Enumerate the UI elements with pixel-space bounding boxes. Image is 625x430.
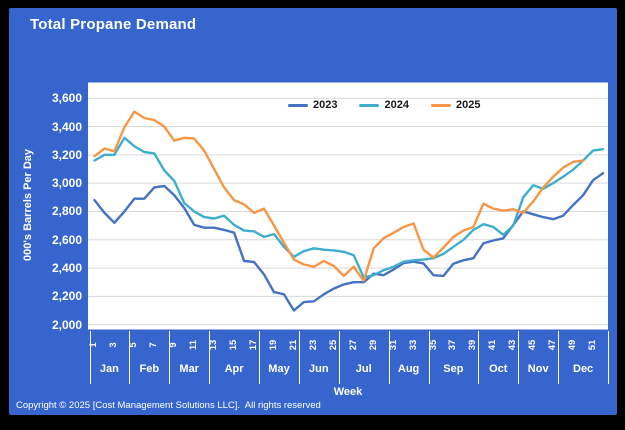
week-tick-label: 49 [567, 339, 579, 351]
month-divider [558, 331, 560, 384]
month-label: Jul [355, 363, 372, 375]
month-label: Jun [309, 363, 329, 375]
legend: 2023 2024 2025 [288, 99, 480, 111]
chart-title: Total Propane Demand [30, 16, 197, 33]
y-tick-label: 3,200 [51, 147, 82, 162]
month-divider [259, 331, 260, 384]
month-label: Nov [527, 363, 549, 375]
month-label: Sep [443, 363, 464, 375]
y-tick-label: 2,800 [51, 204, 82, 219]
legend-label: 2024 [384, 99, 409, 111]
week-tick-label: 23 [307, 339, 319, 351]
week-tick-label: 15 [228, 339, 240, 351]
y-tick-label: 3,600 [51, 91, 82, 106]
month-label: Dec [573, 363, 594, 375]
copyright-text: Copyright © 2025 [Cost Management Soluti… [16, 400, 321, 411]
legend-label: 2023 [313, 99, 338, 111]
month-divider [478, 331, 480, 384]
week-tick-label: 29 [367, 339, 379, 351]
legend-label: 2025 [455, 99, 481, 111]
month-label: Oct [489, 363, 508, 375]
month-divider [608, 331, 609, 384]
week-tick-label: 45 [527, 339, 539, 351]
y-tick-label: 2,600 [51, 232, 82, 247]
month-divider [129, 331, 131, 384]
month-label: Apr [224, 363, 244, 375]
y-tick-label: 3,400 [51, 119, 82, 134]
month-divider [518, 331, 520, 384]
week-tick-label: 11 [188, 339, 200, 351]
y-tick-label: 3,000 [51, 176, 82, 191]
month-divider [388, 331, 390, 384]
legend-item-2023: 2023 [288, 99, 337, 111]
week-tick-label: 19 [267, 339, 279, 351]
month-divider [338, 331, 340, 384]
week-tick-label: 51 [587, 339, 599, 351]
y-axis-title: 000's Barrels Per Day [22, 148, 34, 262]
month-divider [209, 331, 211, 384]
y-tick-label: 2,000 [51, 317, 82, 332]
week-tick-label: 27 [347, 339, 359, 351]
week-tick-label: 41 [487, 339, 499, 351]
month-label: Mar [179, 363, 199, 375]
series-line-2023 [93, 171, 605, 312]
legend-swatch-2023 [288, 103, 308, 107]
week-tick-label: 33 [407, 339, 419, 351]
month-label: May [268, 363, 290, 375]
legend-item-2025: 2025 [430, 99, 481, 111]
y-tick-label: 2,400 [51, 261, 82, 276]
month-label: Aug [397, 363, 420, 375]
month-label: Feb [139, 363, 160, 375]
series-line-2025 [93, 110, 585, 282]
x-axis-title: Week [333, 386, 363, 398]
week-tick-label: 3 [108, 342, 120, 348]
week-tick-label: 37 [447, 339, 459, 351]
week-tick-label: 7 [148, 342, 160, 348]
month-divider [89, 331, 91, 384]
month-divider [298, 331, 300, 384]
legend-item-2024: 2024 [359, 99, 409, 111]
month-divider [428, 331, 430, 384]
month-divider [169, 331, 171, 384]
legend-swatch-2025 [430, 103, 451, 107]
month-label: Jan [99, 363, 119, 375]
legend-swatch-2024 [359, 103, 380, 107]
y-tick-label: 2,200 [51, 289, 82, 304]
